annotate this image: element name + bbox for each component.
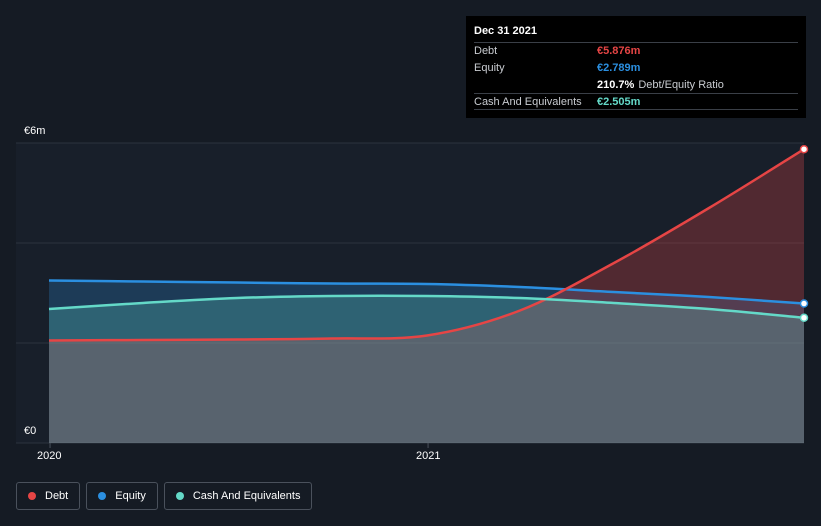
end-marker-cash-and-equivalents (799, 313, 809, 322)
end-marker-debt (799, 144, 809, 154)
line-cash-and-equivalents (48, 294, 805, 319)
tooltip-date: Dec 31 2021 (474, 25, 537, 37)
end-marker-equity (799, 299, 809, 308)
series-lines (48, 148, 805, 342)
tooltip-row-cash: Cash And Equivalents €2.505m (474, 93, 798, 110)
cash-dot-icon (175, 492, 184, 500)
tooltip-label-equity: Equity (474, 61, 505, 74)
area-cash-and-equivalents (49, 295, 804, 443)
x-tick-label-2021: 2021 (416, 450, 441, 462)
equity-dot-icon (98, 492, 107, 500)
x-tick-label-2020: 2020 (37, 450, 62, 462)
y-axis-top-label: €6m (24, 125, 46, 137)
legend-item-equity[interactable]: Equity (86, 482, 158, 510)
tooltip-label-cash: Cash And Equivalents (474, 95, 582, 108)
x-axis-ticks (49, 443, 429, 448)
y-axis-bottom-label: €0 (24, 425, 37, 437)
tooltip-value-ratio: 210.7% (597, 78, 635, 91)
tooltip-panel: Dec 31 2021 Debt €5.876m Equity €2.789m … (466, 16, 806, 118)
legend-label-cash: Cash And Equivalents (192, 490, 301, 502)
area-equity (49, 280, 804, 443)
legend-label-equity: Equity (115, 490, 146, 502)
tooltip-value-debt: €5.876m (597, 45, 641, 57)
area-debt (49, 149, 804, 443)
grid-lines (16, 142, 804, 444)
tooltip-row-ratio: 210.7% Debt/Equity Ratio (474, 76, 798, 93)
series-end-markers (799, 144, 809, 322)
tooltip-label-debt: Debt (474, 45, 498, 57)
tooltip-value-cash: €2.505m (597, 95, 641, 108)
line-debt (48, 148, 805, 342)
series-areas (49, 149, 804, 443)
legend-item-cash[interactable]: Cash And Equivalents (163, 482, 313, 510)
debt-dot-icon (28, 492, 36, 500)
line-equity (48, 279, 805, 305)
legend: Debt Equity Cash And Equivalents (16, 482, 313, 510)
tooltip-ratio-suffix: Debt/Equity Ratio (638, 78, 724, 91)
tooltip-value-equity: €2.789m (597, 61, 641, 74)
tooltip-row-equity: Equity €2.789m (474, 59, 798, 76)
legend-item-debt[interactable]: Debt (16, 482, 81, 510)
plot-background (16, 143, 804, 443)
tooltip-row-debt: Debt €5.876m (474, 42, 798, 59)
legend-label-debt: Debt (45, 490, 69, 502)
